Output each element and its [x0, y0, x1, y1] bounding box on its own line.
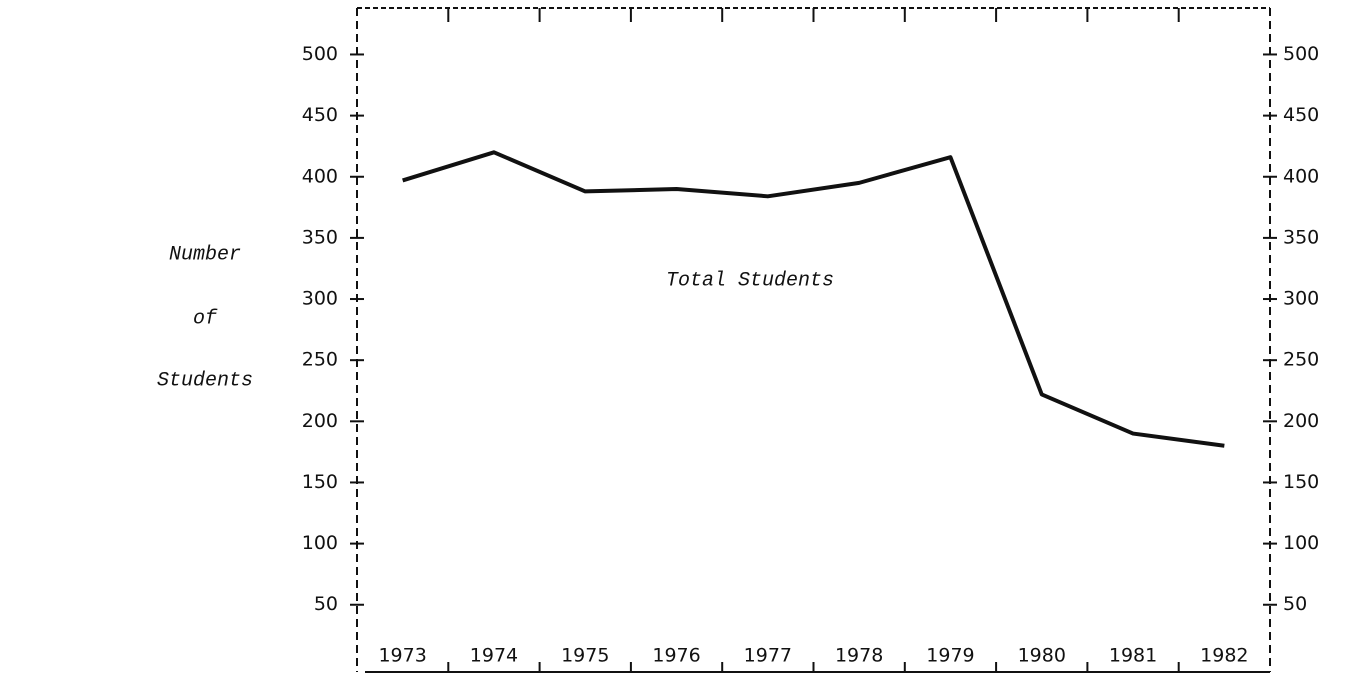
y2-tick-label: 300 — [1283, 288, 1319, 310]
y2-tick-label: 150 — [1283, 471, 1319, 493]
x-tick-label: 1976 — [652, 645, 700, 667]
y2-tick-label: 350 — [1283, 226, 1319, 248]
y2-tick-label: 100 — [1283, 532, 1319, 554]
y-tick-label: 50 — [314, 593, 338, 615]
x-tick-label: 1980 — [1018, 645, 1066, 667]
y-tick-label: 300 — [302, 288, 338, 310]
y-tick-label: 100 — [302, 532, 338, 554]
y2-tick-label: 200 — [1283, 410, 1319, 432]
x-tick-label: 1973 — [378, 645, 426, 667]
x-tick-label: 1977 — [744, 645, 792, 667]
x-tick-label: 1975 — [561, 645, 609, 667]
y-tick-label: 500 — [302, 43, 338, 65]
y-label: of — [193, 307, 218, 330]
y-tick-label: 200 — [302, 410, 338, 432]
x-tick-label: 1974 — [470, 645, 518, 667]
y-tick-label: 150 — [302, 471, 338, 493]
y-tick-label: 450 — [302, 104, 338, 126]
y2-tick-label: 400 — [1283, 165, 1319, 187]
y-label: Students — [157, 369, 253, 392]
line-series — [402, 150, 1225, 448]
y2-tick-label: 250 — [1283, 349, 1319, 371]
x-tick-label: 1979 — [926, 645, 974, 667]
y2-tick-label: 450 — [1283, 104, 1319, 126]
y-tick-label: 250 — [302, 349, 338, 371]
x-tick-label: 1982 — [1200, 645, 1248, 667]
y-label: Number — [169, 243, 241, 266]
x-tick-label: 1978 — [835, 645, 883, 667]
x-tick-label: 1981 — [1109, 645, 1157, 667]
y-tick-label: 350 — [302, 226, 338, 248]
y-tick-label: 400 — [302, 165, 338, 187]
y2-tick-label: 500 — [1283, 43, 1319, 65]
annotation: Total Students — [666, 269, 834, 292]
y2-tick-label: 50 — [1283, 593, 1307, 615]
